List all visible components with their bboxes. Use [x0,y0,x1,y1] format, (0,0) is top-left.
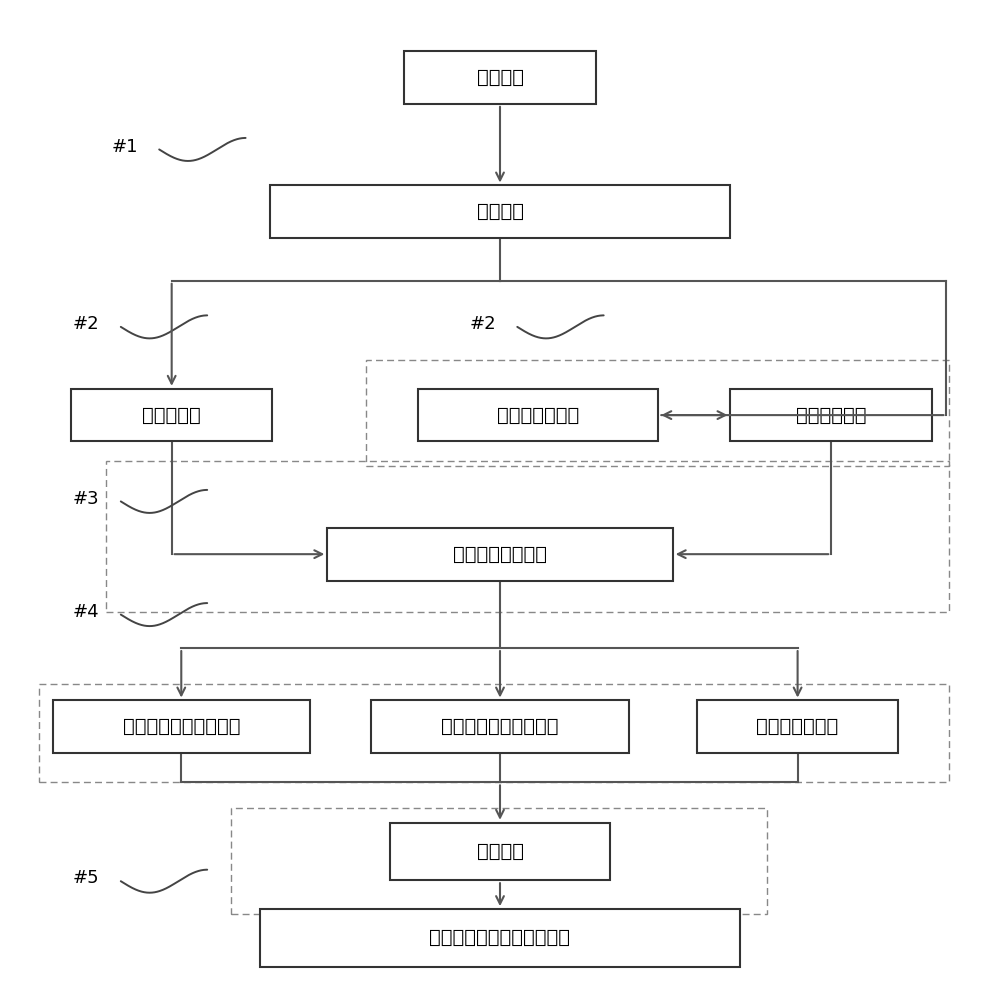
Text: 清晰区域: 清晰区域 [477,202,524,222]
Text: 加权拟合: 加权拟合 [477,842,524,861]
FancyBboxPatch shape [390,823,610,880]
Text: #5: #5 [73,869,99,887]
FancyBboxPatch shape [730,389,932,442]
Text: 密度分布对称性: 密度分布对称性 [756,717,839,736]
Text: 微血管整图: 微血管整图 [142,406,201,425]
Text: #4: #4 [73,602,99,620]
Text: #3: #3 [73,491,99,508]
Text: 清晰区域蒙版图: 清晰区域蒙版图 [497,406,580,425]
Text: #1: #1 [111,138,138,156]
FancyBboxPatch shape [53,700,310,753]
Text: #2: #2 [469,315,496,333]
FancyBboxPatch shape [404,51,596,104]
Text: 质心偏心角分布对称性: 质心偏心角分布对称性 [441,717,559,736]
FancyBboxPatch shape [270,186,730,238]
Text: 微血管分布对称性等级判定: 微血管分布对称性等级判定 [430,928,570,947]
FancyBboxPatch shape [71,389,272,442]
FancyBboxPatch shape [697,700,898,753]
FancyBboxPatch shape [327,527,673,580]
FancyBboxPatch shape [371,700,629,753]
Text: 微血管四象限子图: 微血管四象限子图 [453,544,547,563]
Text: 质心偏心距分布对称性: 质心偏心距分布对称性 [123,717,240,736]
Text: 清晰区域形心: 清晰区域形心 [796,406,866,425]
Text: #2: #2 [73,315,99,333]
Text: 胃镜图像: 胃镜图像 [477,68,524,87]
FancyBboxPatch shape [260,909,740,967]
FancyBboxPatch shape [418,389,658,442]
